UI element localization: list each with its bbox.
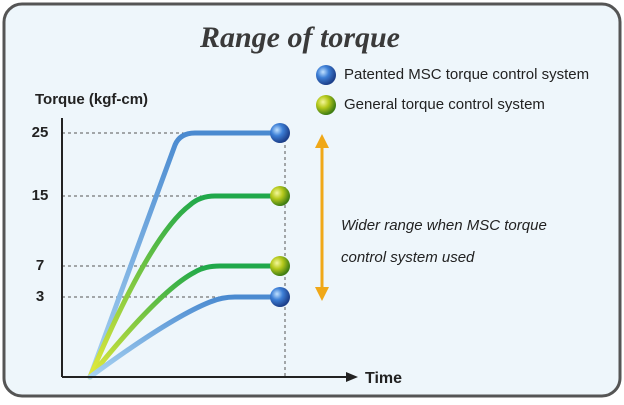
end-marker [270, 186, 290, 206]
tick-label: 25 [32, 124, 49, 141]
curves [87, 130, 283, 380]
axes [61, 118, 358, 382]
annotation: Wider range when MSC torque [341, 217, 547, 234]
x-axis-label: Time [365, 370, 402, 387]
tick-label: 3 [36, 288, 44, 305]
legend-marker [316, 65, 336, 85]
range-arrow [315, 134, 329, 301]
panel [2, 2, 622, 398]
annotation: control system used [341, 249, 475, 266]
legend-label: Patented MSC torque control system [344, 66, 589, 83]
end-marker [270, 287, 290, 307]
tick-label: 15 [32, 187, 49, 204]
tick-label: 7 [36, 257, 44, 274]
legend-marker [316, 95, 336, 115]
end-marker [270, 123, 290, 143]
title: Range of torque [199, 21, 400, 54]
y-axis-label: Torque (kgf-cm) [35, 91, 148, 108]
end-marker [270, 256, 290, 276]
legend-label: General torque control system [344, 96, 545, 113]
